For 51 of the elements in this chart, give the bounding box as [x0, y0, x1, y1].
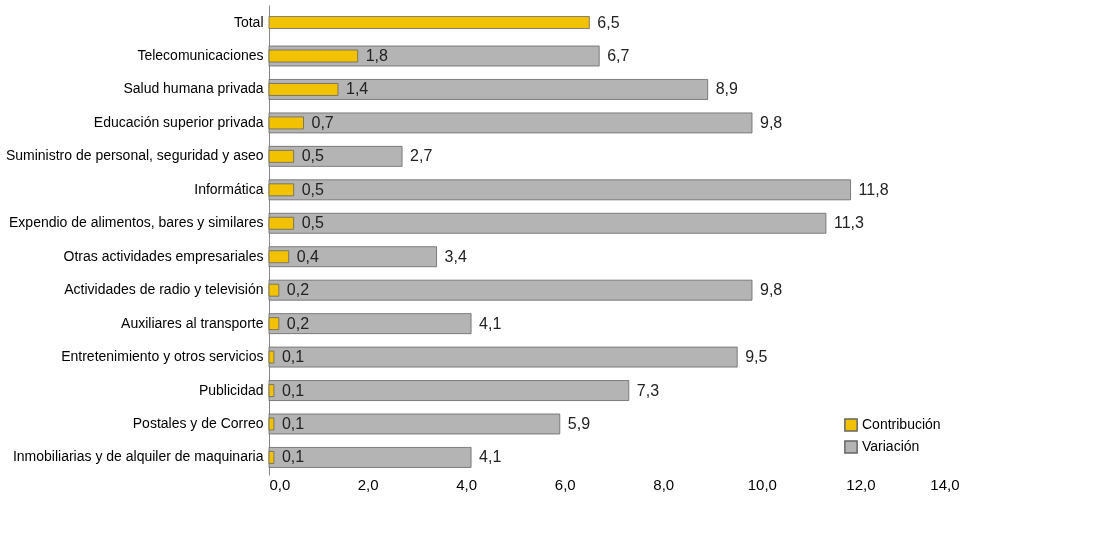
- x-tick-label: 6,0: [554, 475, 576, 493]
- data-label: 2,7: [410, 147, 433, 165]
- data-label: 0,7: [311, 113, 334, 131]
- y-tick-label: Auxiliares al transporte: [121, 314, 264, 331]
- data-label: 0,1: [281, 414, 305, 432]
- data-label: 0,5: [301, 147, 324, 165]
- x-tick-label: 8,0: [653, 475, 675, 493]
- data-label: 11,8: [858, 180, 889, 198]
- data-label: 11,3: [833, 214, 864, 232]
- data-label: 0,4: [296, 247, 320, 265]
- y-tick-label: Publicidad: [198, 381, 264, 398]
- data-label: 6,5: [597, 13, 620, 31]
- y-tick-label: Educación superior privada: [93, 113, 264, 130]
- data-label: 8,9: [715, 80, 738, 98]
- y-tick-label: Total: [233, 13, 264, 30]
- y-tick-label: Actividades de radio y televisión: [64, 281, 264, 298]
- y-tick-label: Postales y de Correo: [132, 414, 264, 431]
- data-label: 4,1: [479, 448, 502, 466]
- data-label: 0,2: [286, 314, 310, 332]
- y-tick-label: Inmobiliarias y de alquiler de maquinaria: [12, 448, 264, 465]
- legend-label: Contribución: [862, 416, 941, 432]
- y-tick-label: Salud humana privada: [123, 80, 264, 97]
- data-label: 0,2: [286, 281, 310, 299]
- data-label: 9,5: [745, 348, 768, 366]
- y-tick-label: Otras actividades empresariales: [63, 247, 264, 264]
- y-tick-label: Telecomunicaciones: [137, 47, 264, 64]
- data-label: 1,4: [346, 80, 369, 98]
- data-label: 0,1: [281, 448, 305, 466]
- data-label: 0,5: [301, 214, 324, 232]
- data-label: 4,1: [479, 314, 502, 332]
- y-tick-label: Expendio de alimentos, bares y similares: [9, 214, 264, 231]
- x-tick-label: 0,0: [269, 475, 291, 493]
- legend-label: Variación: [862, 438, 920, 454]
- data-label: 9,8: [760, 113, 783, 131]
- data-label: 9,8: [760, 281, 783, 299]
- data-label: 6,7: [607, 47, 630, 65]
- data-label: 0,1: [281, 381, 305, 399]
- data-label: 7,3: [636, 381, 660, 399]
- data-label: 5,9: [567, 414, 591, 432]
- x-tick-label: 4,0: [456, 475, 478, 493]
- y-tick-label: Entretenimiento y otros servicios: [61, 348, 264, 365]
- x-tick-label: 12,0: [846, 475, 876, 493]
- data-label: 0,5: [301, 180, 324, 198]
- y-tick-label: Suministro de personal, seguridad y aseo: [5, 147, 264, 164]
- data-label: 3,4: [444, 247, 467, 265]
- x-tick-label: 2,0: [357, 475, 379, 493]
- data-label: 1,8: [365, 47, 389, 65]
- x-tick-label: 10,0: [747, 475, 777, 493]
- data-label: 0,1: [281, 348, 305, 366]
- y-tick-label: Informática: [194, 180, 264, 197]
- x-tick-label: 14,0: [930, 475, 960, 493]
